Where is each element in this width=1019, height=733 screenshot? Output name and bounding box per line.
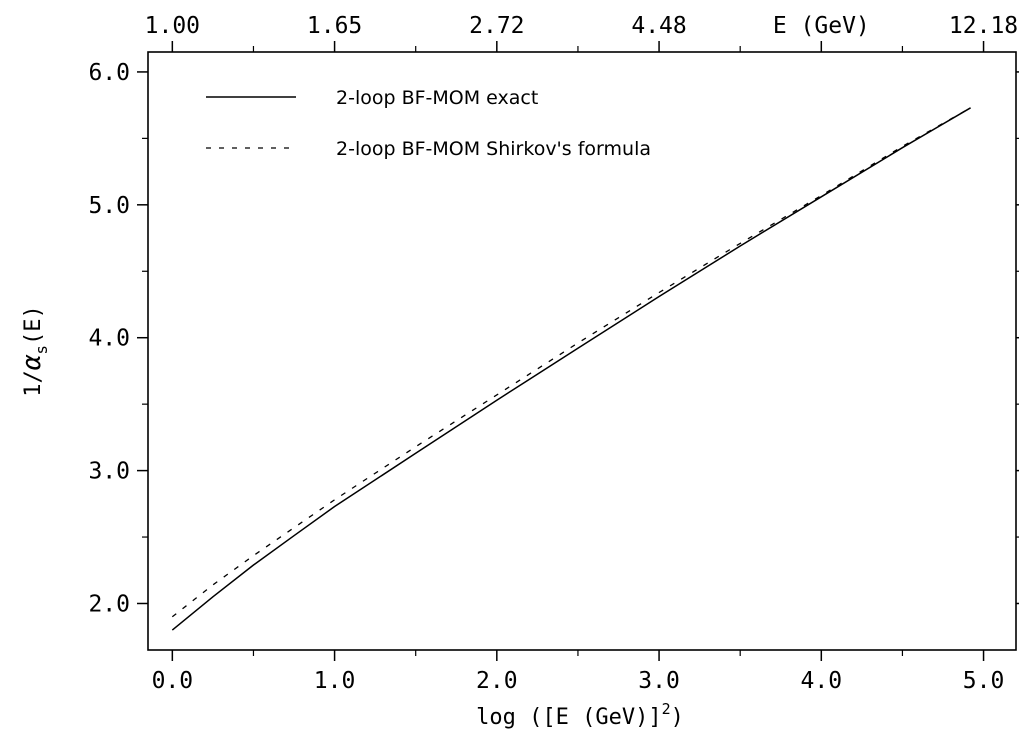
x-tick-label: 3.0 [638, 668, 680, 694]
x-axis-title: log ([E (GeV)]2) [476, 700, 684, 730]
series-line-exact [171, 107, 971, 631]
top-tick-label: 4.48 [631, 13, 686, 39]
y-axis-title-prefix: 1/ [21, 370, 46, 397]
top-tick-label: 2.72 [469, 13, 524, 39]
x-axis-title-superscript: 2 [662, 700, 671, 718]
plot-frame [147, 51, 1017, 651]
axis-ticks [137, 41, 1019, 661]
axis-tick-labels: 0.0 1.0 2.0 3.0 4.0 5.0 1.00 1.65 2.72 4.48 E (GeV… [88, 13, 1018, 694]
y-axis-title-symbol: α [17, 354, 47, 370]
series-line-shirkov [171, 107, 971, 618]
y-tick-label: 2.0 [88, 591, 130, 617]
x-tick-label: 0.0 [152, 668, 194, 694]
legend: 2-loop BF-MOM exact 2-loop BF-MOM Shirko… [206, 87, 651, 160]
x-tick-label: 4.0 [801, 668, 843, 694]
y-axis-title: 1/αs(E) [17, 305, 51, 397]
legend-label-exact: 2-loop BF-MOM exact [336, 87, 538, 109]
top-tick-label: 12.18 [949, 13, 1018, 39]
y-tick-label: 6.0 [88, 60, 130, 86]
top-tick-label: 1.00 [145, 13, 200, 39]
top-tick-label: E (GeV) [773, 13, 870, 39]
x-axis-title-suffix: ) [671, 705, 684, 730]
x-tick-label: 2.0 [476, 668, 518, 694]
top-tick-label: 1.65 [307, 13, 362, 39]
y-tick-label: 5.0 [88, 193, 130, 219]
y-tick-label: 3.0 [88, 459, 130, 485]
x-tick-label: 5.0 [963, 668, 1005, 694]
y-tick-label: 4.0 [88, 326, 130, 352]
y-axis-title-suffix: (E) [21, 305, 46, 345]
legend-label-shirkov: 2-loop BF-MOM Shirkov's formula [336, 138, 651, 160]
series-group [171, 107, 971, 631]
x-axis-title-prefix: log ([E (GeV)] [476, 705, 661, 730]
y-axis-title-subscript: s [32, 345, 51, 355]
x-tick-label: 1.0 [314, 668, 356, 694]
